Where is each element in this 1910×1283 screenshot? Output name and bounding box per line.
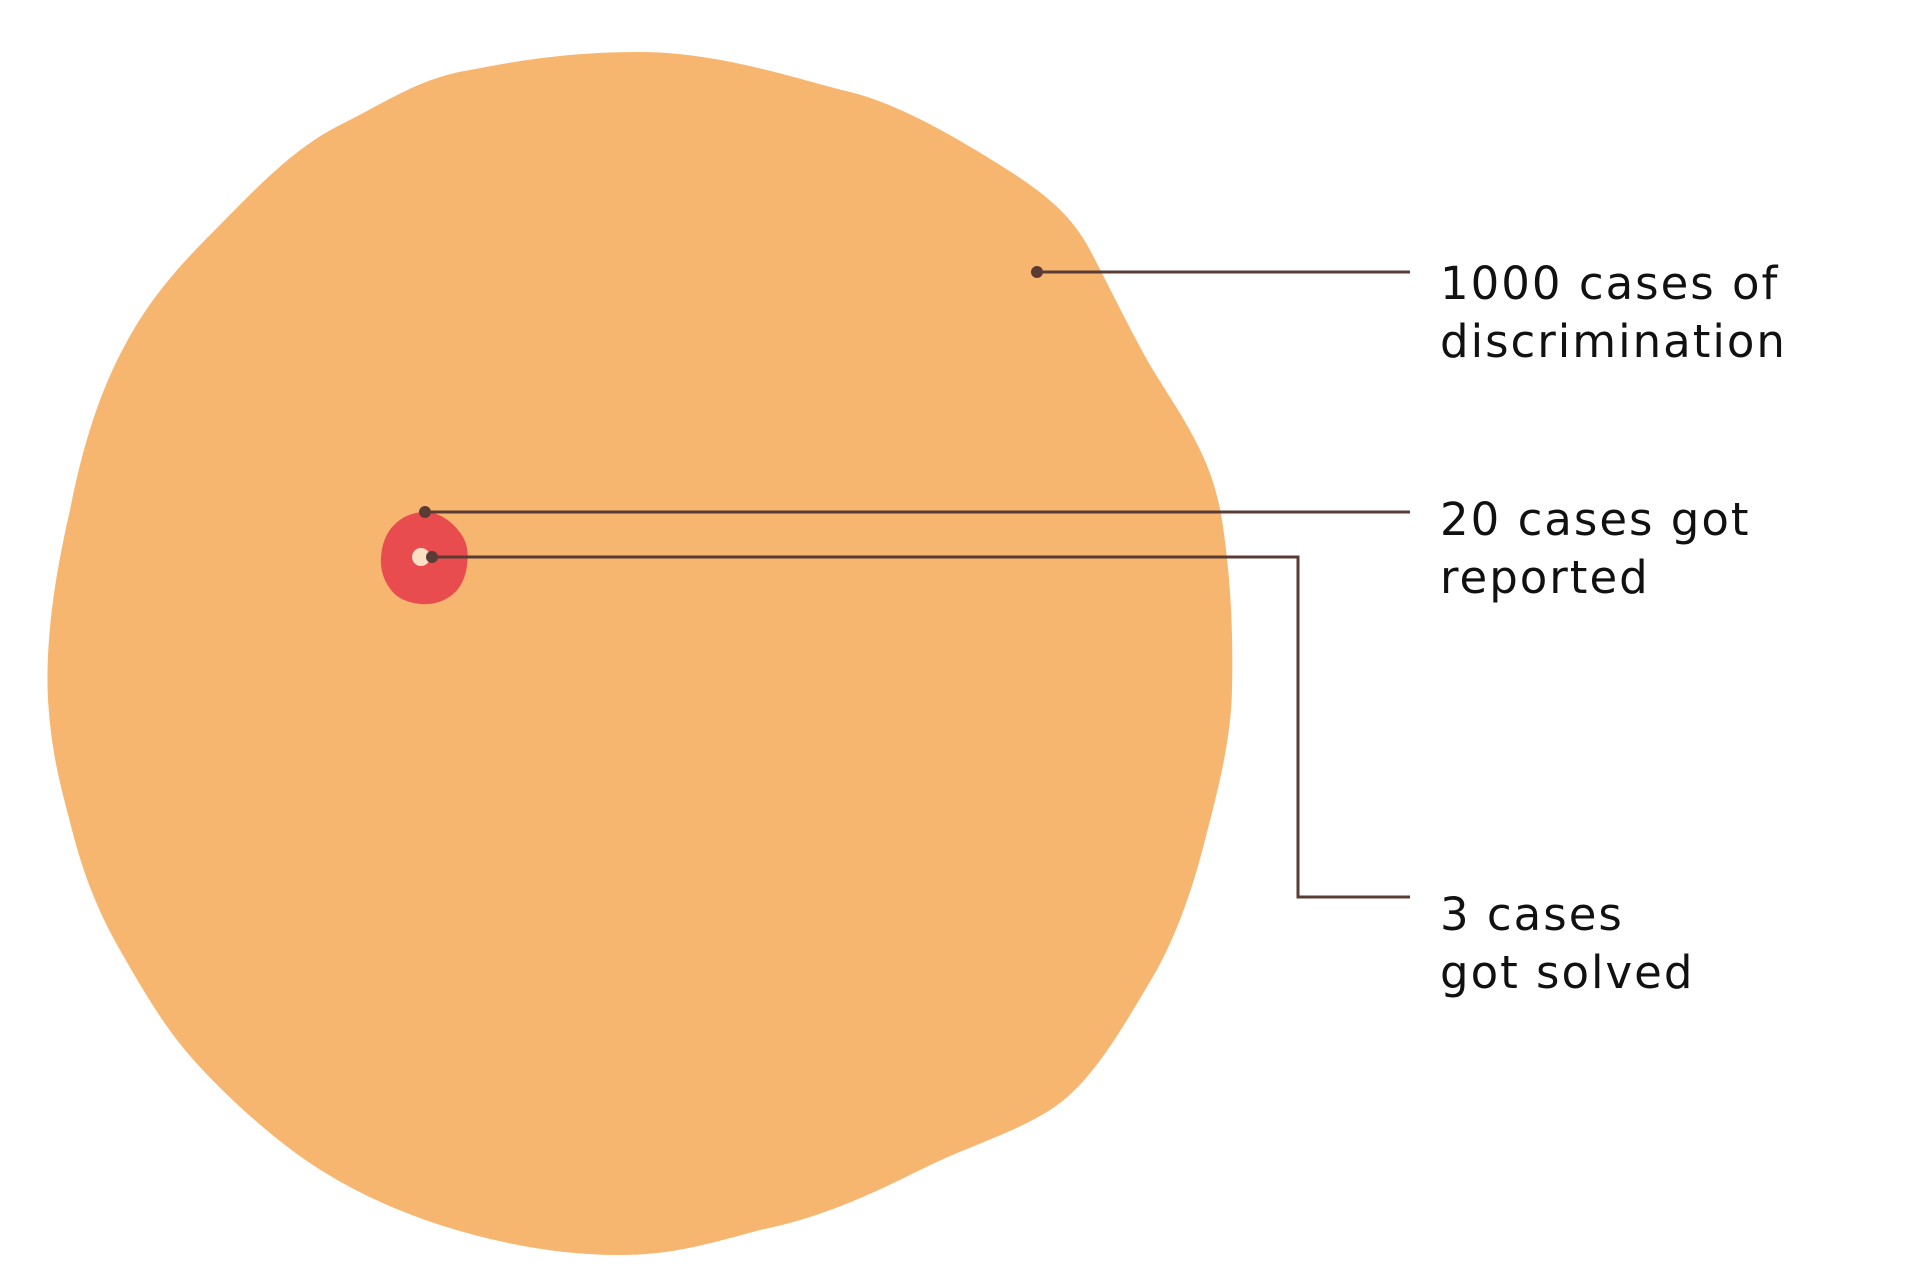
all-cases-blob xyxy=(47,52,1233,1255)
label-solved-line2: got solved xyxy=(1440,946,1695,999)
label-reported-line2: reported xyxy=(1440,551,1650,604)
leader-dot-all-cases xyxy=(1031,266,1043,278)
leader-dot-solved xyxy=(426,551,438,563)
label-solved: 3 cases got solved xyxy=(1440,886,1694,1002)
solved-cases-dot xyxy=(412,548,430,566)
label-solved-line1: 3 cases xyxy=(1440,888,1624,941)
label-all-cases-line1: 1000 cases of xyxy=(1440,257,1780,310)
label-reported: 20 cases got reported xyxy=(1440,491,1751,607)
leader-solved xyxy=(426,551,1410,899)
label-reported-line1: 20 cases got xyxy=(1440,493,1751,546)
leader-all-cases xyxy=(1031,266,1410,278)
label-all-cases: 1000 cases of discrimination xyxy=(1440,255,1787,371)
label-all-cases-line2: discrimination xyxy=(1440,315,1787,368)
leader-dot-reported xyxy=(419,506,431,518)
leader-line-solved xyxy=(432,555,1410,899)
leader-reported xyxy=(419,506,1410,518)
